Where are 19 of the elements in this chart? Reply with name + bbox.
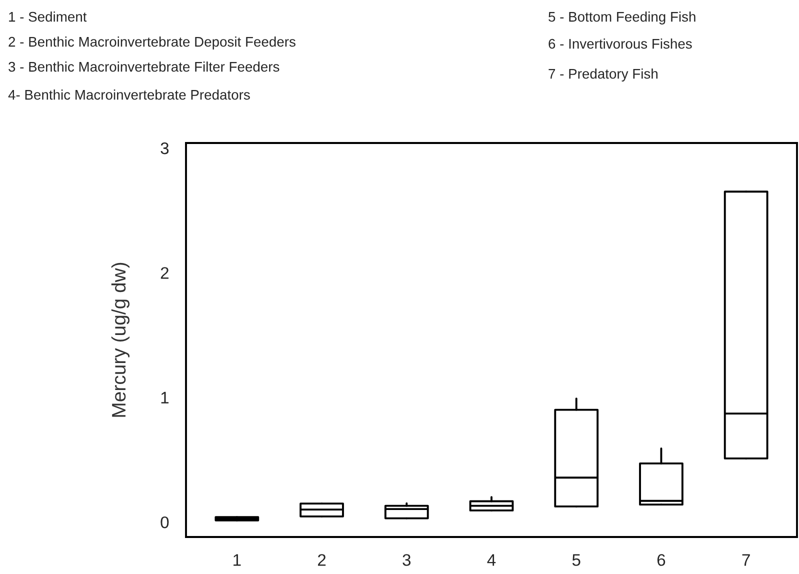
x-tick-label: 2 xyxy=(318,554,326,566)
y-tick-label: 0 xyxy=(160,516,169,528)
x-tick-label: 4 xyxy=(487,554,496,566)
x-tick-label: 7 xyxy=(742,554,750,566)
x-tick-label: 1 xyxy=(234,554,241,566)
y-axis-title: Mercury (ug/g dw) xyxy=(111,262,130,417)
x-tick-label: 6 xyxy=(657,554,666,566)
x-tick-label: 3 xyxy=(402,554,411,566)
text: 7 - Predatory Fish xyxy=(548,68,658,82)
text: 6 - Invertivorous Fishes xyxy=(548,38,692,49)
y-tick-label: 2 xyxy=(160,267,168,279)
text: 2 - Benthic Macroinvertebrate Deposit Feeders xyxy=(8,36,296,50)
text: 4- Benthic Macroinvertebrate Predators xyxy=(8,90,250,100)
text: 1 - Sediment xyxy=(9,12,87,22)
text: 5 - Bottom Feeding Fish xyxy=(548,12,696,24)
y-tick-label: 3 xyxy=(160,142,169,154)
x-tick-label: 5 xyxy=(572,554,580,566)
text: 3 - Benthic Macroinvertebrate Filter Feeders xyxy=(8,62,280,72)
y-tick-label: 1 xyxy=(161,392,169,404)
